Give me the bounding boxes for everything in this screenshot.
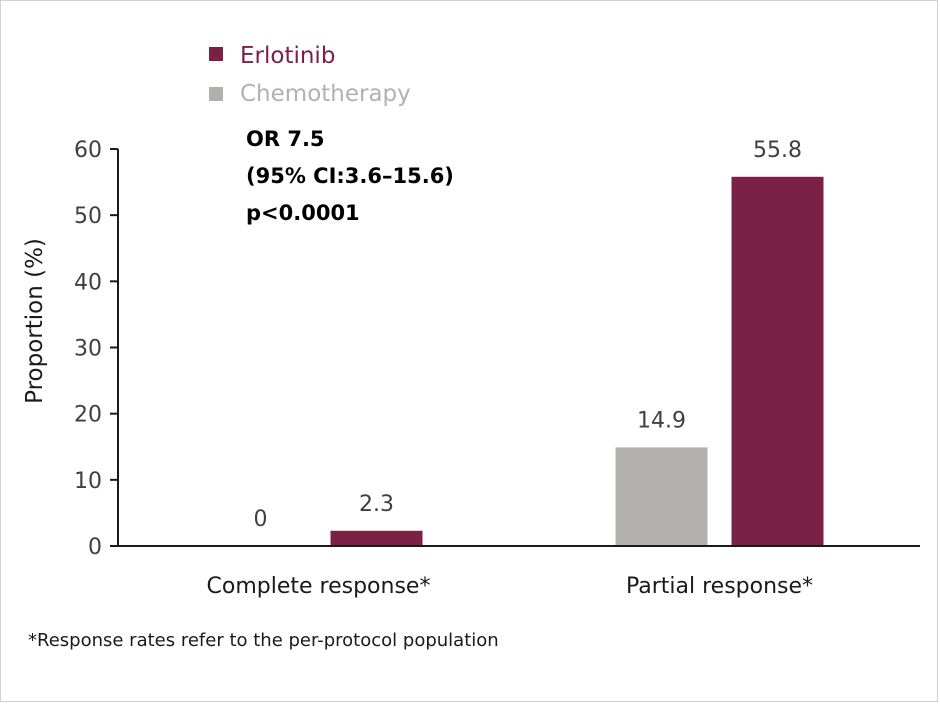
data-label-chemotherapy-partial-response: 14.9 [637,408,686,433]
legend: Erlotinib Chemotherapy [209,43,411,107]
y-axis-ticks: 0 10 20 30 40 50 60 [74,138,118,560]
y-tick-label: 20 [74,403,102,428]
category-label-complete-response: Complete response* [207,574,431,599]
confidence-interval-text: (95% CI:3.6–15.6) [246,164,454,188]
data-label-chemotherapy-complete-response: 0 [254,507,268,532]
data-label-erlotinib-complete-response: 2.3 [359,492,394,517]
y-axis-label: Proportion (%) [22,238,48,404]
legend-swatch-chemotherapy [209,87,223,101]
legend-label-chemotherapy: Chemotherapy [240,81,411,107]
y-tick-label: 10 [74,469,102,494]
category-label-partial-response: Partial response* [626,574,813,599]
p-value-text: p<0.0001 [246,201,360,225]
y-tick-label: 40 [74,270,102,295]
footnote: *Response rates refer to the per-protoco… [28,630,499,651]
legend-swatch-erlotinib [209,47,223,61]
bar-erlotinib-complete-response [330,530,423,546]
category-labels: Complete response* Partial response* [207,574,814,599]
data-labels: 0 2.3 14.9 55.8 [254,138,802,532]
stats-annotation: OR 7.5 (95% CI:3.6–15.6) p<0.0001 [246,127,454,225]
y-tick-label: 50 [74,204,102,229]
legend-label-erlotinib: Erlotinib [240,43,335,69]
y-tick-label: 60 [74,138,102,163]
y-tick-label: 0 [88,535,102,560]
y-tick-label: 30 [74,337,102,362]
bar-erlotinib-partial-response [731,176,824,547]
bars [330,176,824,547]
data-label-erlotinib-partial-response: 55.8 [753,138,802,163]
odds-ratio-text: OR 7.5 [246,127,325,151]
bar-chemotherapy-partial-response [615,447,708,546]
